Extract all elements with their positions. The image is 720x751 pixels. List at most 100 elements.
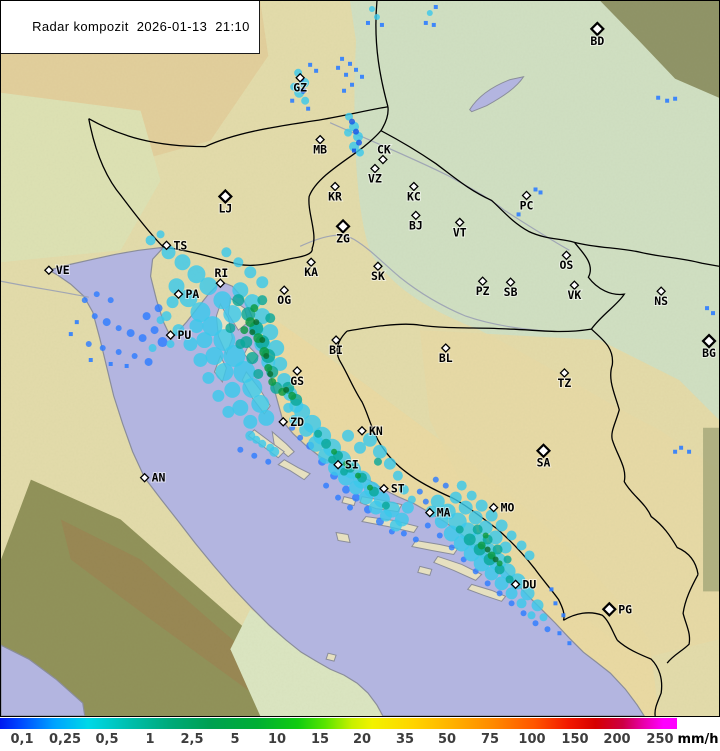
radar-echo [383,457,396,470]
island [271,430,295,458]
radar-echo [166,340,175,349]
station-VZ: VZ [367,163,383,186]
radar-map: VE TS AN PA PU RI LJ GZ MB CK VZ KR KC ZG BJ VT PC BD KA OG… [0,0,720,717]
radar-echo [368,500,383,515]
title-text: Radar kompozit 2026-01-13 21:10 [32,19,250,34]
station-DU-diamond [510,579,521,590]
radar-echo [505,587,518,600]
station-BL-diamond [440,343,451,353]
radar-echo [258,439,267,448]
radar-echo [223,345,246,367]
station-TZ-label: TZ [558,376,572,390]
radar-echo [68,332,73,337]
radar-echo [373,13,380,20]
radar-echo [456,480,467,491]
station-SK-label: SK [371,269,385,283]
radar-echo [539,613,548,622]
radar-echo [520,586,535,601]
station-RI-diamond [215,278,226,289]
radar-echo [290,98,295,103]
country-border [666,574,699,664]
station-AN-label: AN [152,471,166,485]
radar-echo [352,148,357,153]
radar-echo [505,575,514,584]
radar-echo [356,139,362,146]
radar-echo [426,9,433,16]
station-KC-label: KC [407,189,421,203]
station-CK: CK [376,142,392,165]
radar-echo [232,282,249,299]
radar-echo [283,386,290,393]
country-border [380,130,575,243]
radar-echo [531,599,544,612]
radar-echo [398,484,409,495]
country-border [616,639,663,716]
radar-echo [673,96,678,101]
radar-echo [673,449,678,454]
radar-echo [290,82,299,91]
station-VZ-diamond [370,163,380,174]
radar-echo [359,490,373,505]
station-VK: VK [567,280,582,303]
radar-echo [168,278,185,295]
station-GZ-label: GZ [293,81,307,95]
radar-echo [199,277,218,296]
station-BG: BG [701,333,717,361]
radar-echo [368,5,375,12]
country-border [573,241,626,330]
legend-tick-250: 250 [646,732,674,747]
station-CK-label: CK [377,143,391,157]
country-border [336,330,565,621]
radar-echo [253,368,264,379]
station-VE: VE [43,262,71,278]
radar-echo [202,371,215,384]
radar-echo [323,482,330,489]
radar-echo [342,429,355,442]
radar-echo [458,500,473,515]
legend-colorbar [0,718,677,729]
station-MA-label: MA [437,506,451,520]
station-MO: MO [488,500,516,516]
radar-echo [243,414,258,429]
radar-echo [492,556,499,563]
country-border [590,328,699,575]
station-NS-diamond [656,286,667,297]
radar-echo [264,363,273,372]
radar-echo [196,332,213,349]
station-VT: VT [452,217,468,240]
station-PZ-diamond [477,276,488,287]
radar-echo [308,435,325,452]
radar-echo [524,550,535,561]
legend-tick-0_25: 0,25 [48,732,82,747]
radar-echo [235,339,246,350]
station-VE-label: VE [56,263,70,277]
radar-echo [533,187,538,192]
station-OS-diamond [561,250,572,261]
radar-echo [289,414,300,425]
station-OG-diamond [279,285,290,296]
radar-echo [154,304,163,313]
radar-echo [301,96,310,105]
station-MB-diamond [315,134,326,145]
radar-echo [424,522,431,529]
station-SK: SK [370,261,386,284]
legend-tick-15: 15 [310,732,330,747]
station-OS: OS [559,250,574,273]
radar-echo [297,434,304,441]
radar-echo [400,530,407,537]
river-layer [1,122,570,332]
station-SA-diamond [535,443,552,459]
station-PA: PA [173,286,200,302]
radar-echo [360,74,364,79]
island [466,583,507,602]
station-BI: BI [328,335,344,358]
radar-echo [91,313,98,320]
radar-echo [373,457,382,466]
radar-echo [496,560,503,567]
legend-tick-20: 20 [352,732,372,747]
island [433,555,483,581]
radar-echo [494,564,505,575]
radar-echo [495,519,508,532]
radar-echo [503,555,512,564]
